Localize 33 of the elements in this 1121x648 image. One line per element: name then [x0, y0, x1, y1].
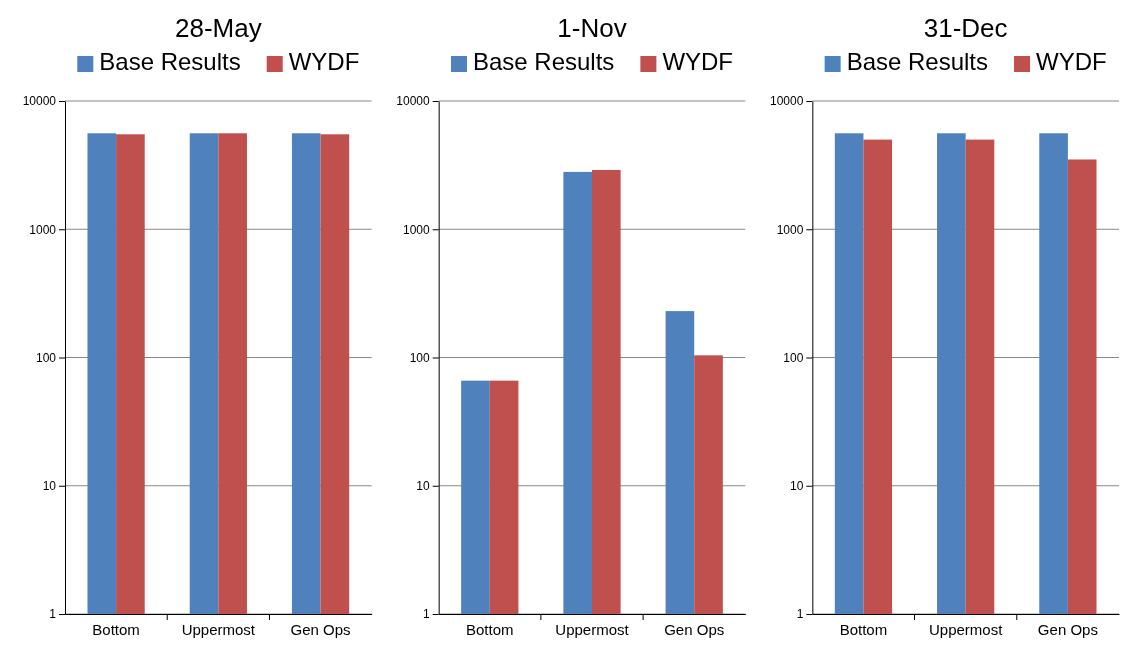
legend-label: Base Results — [99, 48, 241, 75]
y-tick-label: 1000 — [402, 222, 430, 237]
y-tick-label: 10 — [416, 479, 430, 494]
legend-label: Base Results — [472, 48, 615, 75]
x-tick-label: Uppermost — [555, 621, 630, 638]
legend-label: Base Results — [846, 48, 989, 75]
x-tick-label: Bottom — [92, 621, 140, 638]
x-tick-label: Gen Ops — [290, 621, 351, 638]
x-tick-label: Uppermost — [181, 621, 256, 638]
y-tick-label: 10000 — [769, 94, 804, 109]
x-tick-label: Gen Ops — [664, 621, 725, 638]
chart-title: 31-Dec — [923, 13, 1008, 43]
x-tick-label: Bottom — [466, 621, 514, 638]
legend-label: WYDF — [1036, 48, 1107, 75]
y-tick-label: 1 — [422, 607, 430, 622]
legend-label: WYDF — [662, 48, 734, 75]
y-tick-label: 1000 — [29, 222, 57, 237]
y-tick-label: 1 — [796, 607, 804, 622]
y-tick-label: 100 — [783, 350, 804, 365]
chart-title: 28-May — [174, 13, 262, 43]
y-tick-label: 1000 — [776, 222, 804, 237]
y-tick-label: 10000 — [396, 94, 430, 109]
x-tick-label: Bottom — [839, 621, 888, 638]
chart-title: 1-Nov — [557, 13, 627, 43]
x-tick-label: Uppermost — [928, 621, 1004, 638]
y-tick-label: 10 — [789, 479, 804, 494]
x-tick-label: Gen Ops — [1037, 621, 1098, 638]
y-tick-label: 10000 — [22, 94, 57, 109]
legend-label: WYDF — [288, 48, 360, 75]
y-tick-label: 100 — [35, 350, 57, 365]
y-tick-label: 1 — [49, 607, 57, 622]
y-tick-label: 10 — [42, 479, 57, 494]
y-tick-label: 100 — [409, 350, 430, 365]
